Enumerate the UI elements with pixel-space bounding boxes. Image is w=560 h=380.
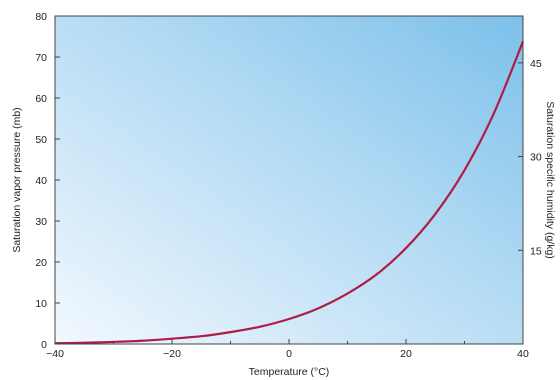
plot-area [55,16,523,344]
x-tick-label: 20 [400,348,412,360]
y2-axis-label: Saturation specific humidity (g/kg) [544,101,556,259]
y-tick-label: 0 [41,339,47,351]
y2-tick-label: 30 [530,152,542,164]
x-axis-label: Temperature (°C) [249,366,330,378]
y-axis-label: Saturation vapor pressure (mb) [11,107,23,252]
y2-tick-label: 45 [530,58,542,70]
x-tick-label: −20 [163,348,181,360]
x-tick-label: 40 [517,348,529,360]
y-tick-label: 60 [35,93,47,105]
y-tick-label: 70 [35,52,47,64]
y-tick-label: 40 [35,175,47,187]
x-tick-label: −40 [46,348,64,360]
x-tick-label: 0 [286,348,292,360]
vapor-pressure-curve [54,41,525,345]
y-tick-label: 30 [35,216,47,228]
y-tick-label: 10 [35,298,47,310]
y2-tick-label: 15 [530,245,542,257]
plot-frame [54,15,524,345]
y-tick-label: 20 [35,257,47,269]
y-tick-label: 50 [35,134,47,146]
y-tick-label: 80 [35,11,47,23]
